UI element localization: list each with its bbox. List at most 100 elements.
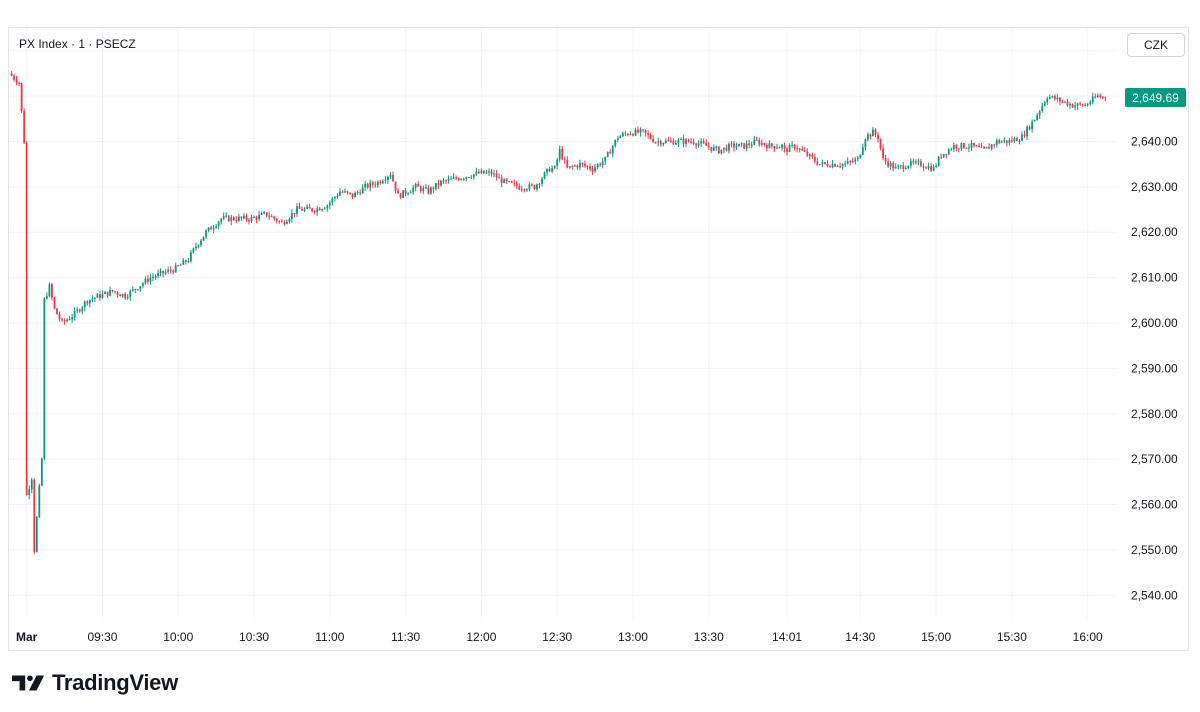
candle-body (568, 166, 571, 168)
time-tick-label: 09:30 (87, 630, 117, 644)
candle-body (647, 133, 650, 135)
candle-body (978, 145, 980, 148)
candle-body (73, 310, 76, 318)
candle-body (579, 162, 581, 168)
candle-body (983, 146, 986, 149)
price-tick-label: 2,600.00 (1131, 316, 1178, 330)
candle-body (710, 147, 713, 151)
candle-body (53, 297, 56, 309)
candle-body (450, 178, 452, 180)
candle-body (551, 168, 554, 172)
candle-body (321, 209, 324, 211)
candle-body (571, 166, 574, 168)
candle-body (733, 143, 735, 148)
candle-body (283, 222, 286, 225)
candle-body (829, 166, 831, 168)
candle-body (472, 174, 475, 178)
candle-body (947, 149, 950, 155)
candle-body (586, 165, 589, 167)
candle-body (816, 161, 819, 165)
candle-body (263, 212, 266, 214)
candle-body (690, 141, 692, 143)
candle-body (980, 146, 983, 148)
candle-body (222, 216, 225, 219)
candle-body (973, 142, 975, 146)
candle-body (111, 290, 114, 292)
candle-body (548, 168, 551, 172)
candle-body (803, 150, 806, 152)
candle-body (381, 181, 384, 184)
candle-body (467, 177, 470, 179)
candle-body (331, 198, 334, 203)
candle-body (932, 166, 935, 171)
candle-body (546, 168, 548, 173)
candle-body (662, 143, 665, 145)
candle-body (384, 180, 387, 182)
candle-body (657, 141, 660, 143)
candle-body (720, 149, 723, 154)
candle-body (13, 75, 15, 80)
candle-body (654, 142, 657, 144)
candle-body (826, 163, 829, 167)
candle-body (798, 148, 801, 150)
candle-body (899, 165, 902, 167)
candle-body (884, 157, 887, 162)
candle-body (937, 156, 940, 166)
candle-body (1096, 95, 1099, 98)
candle-body (134, 288, 137, 290)
candle-body (872, 129, 874, 137)
candle-body (389, 174, 392, 177)
symbol-legend[interactable]: PX Index · 1 · PSECZ (19, 37, 136, 51)
candle-body (230, 217, 233, 222)
candle-body (922, 166, 925, 168)
time-tick-label: 12:00 (466, 630, 496, 644)
candle-body (18, 82, 21, 84)
candle-body (291, 212, 293, 219)
currency-button[interactable]: CZK (1127, 33, 1185, 57)
candle-body (88, 299, 91, 304)
candle-body (354, 192, 356, 198)
time-axis[interactable]: Mar 09:30 10:00 10:30 11:00 11:30 12:00 12:30 13… (16, 630, 1103, 644)
candle-body (740, 143, 743, 145)
candle-body (1028, 126, 1031, 130)
candle-body (531, 184, 533, 186)
candle-body (962, 143, 965, 148)
candle-body (993, 144, 996, 146)
price-axis[interactable]: 2,540.00 2,550.00 2,560.00 2,570.00 2,580.00… (1131, 44, 1178, 603)
candle-body (235, 220, 238, 222)
last-price-background (1125, 87, 1186, 107)
candle-body (735, 146, 738, 148)
candle-body (528, 184, 531, 190)
candle-body (558, 148, 561, 160)
candle-body (116, 292, 119, 295)
candle-body (452, 177, 455, 179)
price-tick-label: 2,550.00 (1131, 543, 1178, 557)
candle-body (293, 212, 296, 214)
candle-body (700, 141, 703, 144)
candle-body (712, 147, 715, 151)
candle-body (210, 227, 213, 230)
candle-body (1086, 104, 1089, 106)
candle-body (483, 170, 485, 174)
candle-body (950, 149, 953, 151)
candle-body (1000, 141, 1003, 143)
candle-body (1079, 103, 1082, 105)
candle-body (935, 165, 938, 167)
candle-body (205, 230, 207, 237)
candle-body (1104, 97, 1107, 99)
candle-body (738, 143, 740, 147)
candle-body (442, 180, 445, 182)
candle-body (844, 163, 847, 165)
candle-body (685, 139, 687, 144)
candle-body (341, 191, 344, 193)
candle-body (808, 154, 811, 156)
candle-body (462, 178, 465, 180)
candle-body (1010, 140, 1013, 142)
price-tick-label: 2,570.00 (1131, 452, 1178, 466)
tradingview-logo[interactable]: TradingView (12, 670, 178, 696)
candle-body (561, 148, 564, 160)
candle-body (192, 248, 195, 253)
candle-body (346, 191, 349, 193)
candle-body (493, 173, 495, 175)
